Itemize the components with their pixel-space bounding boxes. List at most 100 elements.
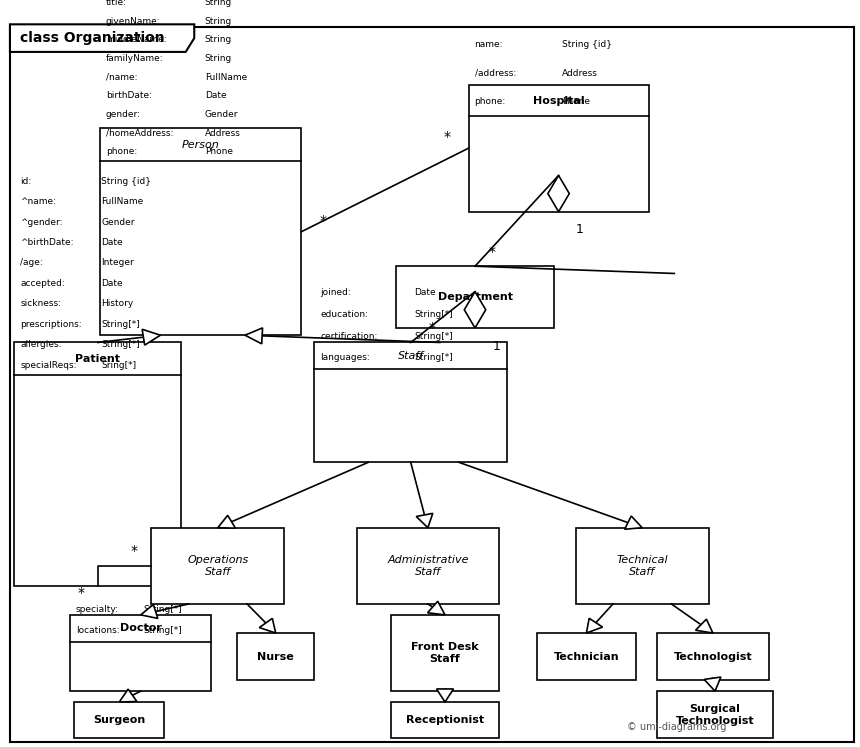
Text: joined:: joined: (320, 288, 351, 297)
Bar (237, 633, 314, 681)
Text: certification:: certification: (320, 332, 378, 341)
Text: allergies:: allergies: (21, 340, 62, 349)
Polygon shape (120, 689, 137, 702)
Text: String {id}: String {id} (562, 40, 612, 49)
Text: Date: Date (205, 91, 226, 100)
Text: givenName:: givenName: (106, 16, 161, 25)
Text: middleName:: middleName: (106, 35, 167, 44)
Bar (657, 633, 769, 681)
Text: /name:: /name: (106, 72, 138, 81)
Text: locations:: locations: (76, 626, 120, 635)
Text: History: History (101, 300, 133, 309)
Text: Date: Date (415, 288, 436, 297)
Text: *: * (319, 214, 326, 228)
Text: Address: Address (205, 128, 241, 137)
Text: 1: 1 (493, 340, 501, 353)
Text: *: * (444, 130, 451, 144)
Text: *: * (131, 545, 138, 558)
Text: Doctor: Doctor (120, 623, 162, 633)
Text: Date: Date (101, 238, 123, 247)
Text: prescriptions:: prescriptions: (21, 320, 82, 329)
Bar (15, 342, 181, 586)
Text: String[*]: String[*] (415, 353, 453, 362)
Text: *: * (428, 321, 436, 335)
Text: String[*]: String[*] (101, 320, 140, 329)
Text: Phone: Phone (205, 147, 233, 156)
Polygon shape (548, 176, 569, 211)
Bar (391, 702, 499, 738)
Text: Surgical
Technologist: Surgical Technologist (676, 704, 754, 725)
Text: Staff: Staff (397, 350, 424, 361)
Text: FullName: FullName (205, 72, 247, 81)
Text: specialReqs:: specialReqs: (21, 361, 77, 370)
Text: phone:: phone: (475, 97, 506, 106)
Text: © uml-diagrams.org: © uml-diagrams.org (627, 722, 727, 733)
Text: String[*]: String[*] (101, 340, 140, 349)
Polygon shape (696, 619, 713, 633)
Text: Sring[*]: Sring[*] (101, 361, 136, 370)
Text: *: * (488, 245, 495, 258)
Bar (657, 691, 773, 738)
Polygon shape (142, 329, 161, 345)
Bar (70, 615, 212, 691)
Text: FullName: FullName (101, 197, 144, 206)
Text: *: * (77, 586, 84, 600)
Bar (357, 527, 499, 604)
Bar (575, 527, 709, 604)
Polygon shape (587, 619, 603, 633)
Text: String {id}: String {id} (101, 177, 151, 186)
Text: accepted:: accepted: (21, 279, 65, 288)
Text: Technologist: Technologist (673, 651, 752, 662)
Text: Front Desk
Staff: Front Desk Staff (411, 642, 479, 664)
Text: String[*]: String[*] (415, 310, 453, 319)
Text: class Organization: class Organization (21, 31, 165, 45)
Text: Surgeon: Surgeon (93, 715, 145, 725)
Text: /homeAddress:: /homeAddress: (106, 128, 174, 137)
Text: languages:: languages: (320, 353, 370, 362)
Text: education:: education: (320, 310, 368, 319)
Text: birthDate:: birthDate: (106, 91, 152, 100)
Text: /address:: /address: (475, 69, 516, 78)
Text: Receptionist: Receptionist (406, 715, 484, 725)
Polygon shape (464, 291, 486, 328)
Text: sickness:: sickness: (21, 300, 61, 309)
Bar (396, 266, 555, 328)
Text: Hospital: Hospital (533, 96, 585, 105)
Polygon shape (218, 515, 236, 528)
Polygon shape (416, 513, 433, 527)
Text: Date: Date (101, 279, 123, 288)
Text: specialty:: specialty: (76, 605, 119, 614)
Polygon shape (437, 689, 453, 702)
Text: String: String (205, 16, 232, 25)
Text: phone:: phone: (106, 147, 138, 156)
Text: String: String (205, 35, 232, 44)
Text: String[*]: String[*] (144, 605, 182, 614)
Bar (538, 633, 636, 681)
Text: Patient: Patient (76, 354, 120, 364)
Text: ^birthDate:: ^birthDate: (21, 238, 74, 247)
Text: Operations
Staff: Operations Staff (187, 555, 249, 577)
Bar (74, 702, 164, 738)
Text: ^gender:: ^gender: (21, 217, 63, 226)
Bar (391, 615, 499, 691)
Text: Technician: Technician (554, 651, 619, 662)
Bar (314, 342, 507, 462)
Text: ^name:: ^name: (21, 197, 56, 206)
Text: Address: Address (562, 69, 598, 78)
Text: String: String (205, 54, 232, 63)
Text: Integer: Integer (101, 258, 134, 267)
Text: Nurse: Nurse (257, 651, 294, 662)
Text: name:: name: (475, 40, 503, 49)
Text: Department: Department (438, 292, 513, 302)
Text: Person: Person (181, 140, 219, 149)
Text: String[*]: String[*] (415, 332, 453, 341)
Text: Technical
Staff: Technical Staff (617, 555, 668, 577)
Polygon shape (260, 619, 276, 633)
Polygon shape (704, 677, 721, 691)
Bar (100, 128, 301, 335)
Text: 1: 1 (576, 223, 584, 236)
Text: title:: title: (106, 0, 127, 7)
Text: gender:: gender: (106, 110, 141, 119)
Text: String[*]: String[*] (144, 626, 182, 635)
Polygon shape (624, 516, 642, 530)
